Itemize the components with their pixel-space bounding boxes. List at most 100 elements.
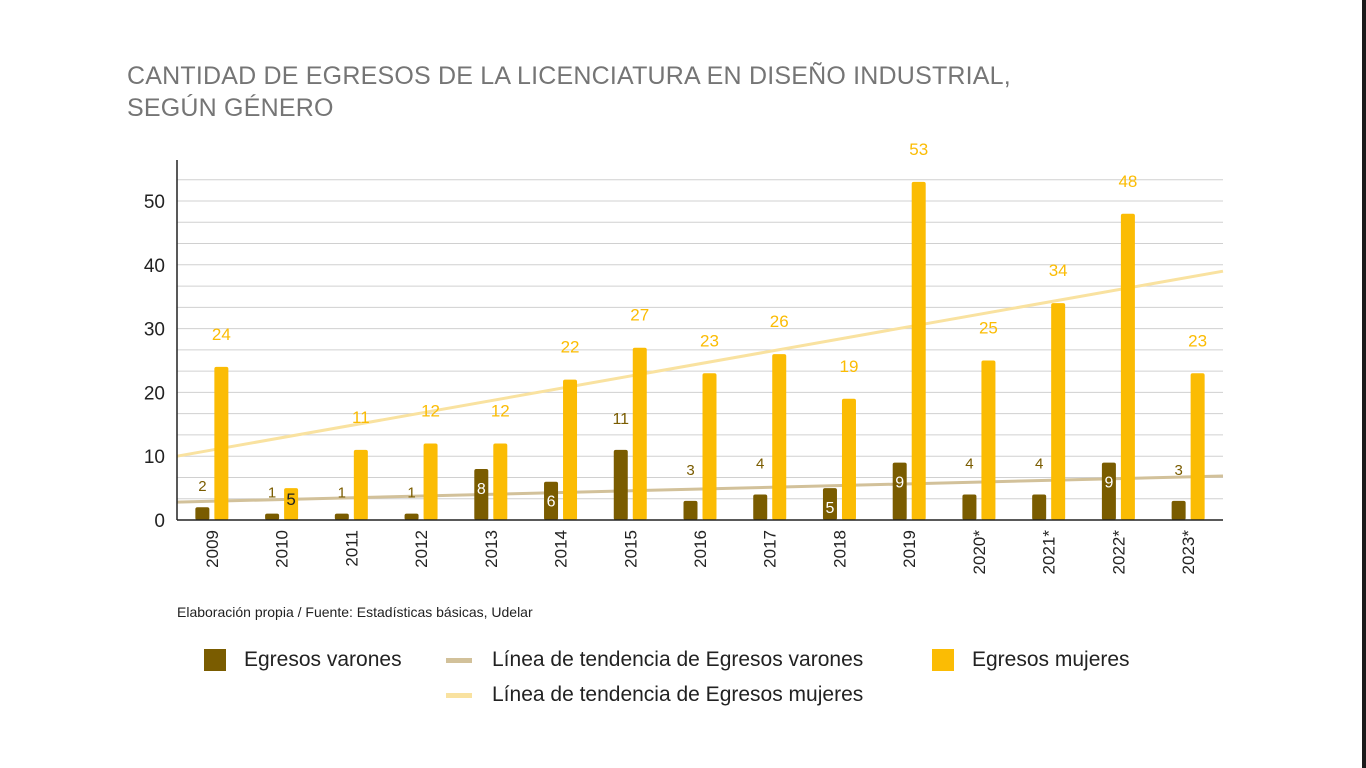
trend-line-varones [176,474,1224,504]
bar-mujeres-2019 [911,181,926,521]
bar-mujeres-2020 [981,360,996,520]
bar-mujeres-2009 [214,366,229,520]
data-label-mujeres-2012: 12 [421,401,440,420]
bar-varones-2010 [265,513,280,520]
y-tick-label: 0 [154,511,165,532]
bar-mujeres-2011 [353,449,368,520]
data-label-mujeres-2023: 23 [1188,331,1207,350]
data-label-mujeres-2015: 27 [630,306,649,325]
bar-mujeres-2010 [284,488,299,520]
data-label-varones-2016: 3 [686,462,694,479]
bar-varones-2020 [962,494,977,520]
gridlines [177,179,1223,500]
y-tick-label: 30 [144,320,165,341]
bar-varones-2012 [404,513,419,520]
legend-label-trend-mujeres: Línea de tendencia de Egresos mujeres [492,683,864,706]
data-label-mujeres-2022: 48 [1118,172,1137,191]
x-tick-label-2020: 2020* [970,530,989,575]
trend-lines [176,269,1224,504]
bar-varones-2017 [753,494,768,520]
data-label-varones-2009: 2 [198,478,206,495]
bar-varones-2011 [334,513,349,520]
chart-title-line-2: SEGÚN GÉNERO [127,94,334,122]
bar-mujeres-2015 [632,347,647,520]
axes: 0 10 20 30 40 50 2009 2010 2011 2012 2013 2014 2015 2… [144,160,1223,574]
data-label-varones-2021: 4 [1035,455,1043,472]
data-label-varones-2017: 4 [756,455,764,472]
y-tick-label: 10 [144,447,165,468]
x-tick-label-2010: 2010 [273,530,292,568]
chart-title: CANTIDAD DE EGRESOS DE LA LICENCIATURA E… [127,60,1011,124]
data-label-mujeres-2009: 24 [212,325,231,344]
y-tick-label: 50 [144,192,165,213]
x-tick-label-2022: 2022* [1109,530,1128,575]
legend-label-mujeres: Egresos mujeres [972,648,1130,671]
legend-item-trend-varones: Línea de tendencia de Egresos varones [446,648,863,672]
bar-varones-2009 [195,507,210,520]
window-edge [1362,0,1366,768]
legend-swatch-mujeres [932,649,954,671]
data-label-mujeres-2018: 19 [840,357,859,376]
data-label-mujeres-2014: 22 [561,338,580,357]
data-label-mujeres-2013: 12 [491,401,510,420]
legend-swatch-trend-varones [446,657,472,663]
x-tick-label-2023: 2023* [1179,530,1198,575]
bar-mujeres-2018 [841,398,856,520]
data-label-mujeres-2011: 11 [352,408,370,427]
bar-varones-2021 [1032,494,1047,520]
legend-item-trend-mujeres: Línea de tendencia de Egresos mujeres [446,683,863,707]
data-label-varones-2018: 5 [826,500,835,517]
x-tick-label-2012: 2012 [412,530,431,568]
data-label-varones-2015: 11 [612,411,629,428]
data-label-mujeres-2016: 23 [700,331,719,350]
data-label-varones-2022: 9 [1104,475,1113,492]
source-note: Elaboración propia / Fuente: Estadística… [177,604,533,620]
bar-mujeres-2012 [423,443,438,520]
chart-title-line-1: CANTIDAD DE EGRESOS DE LA LICENCIATURA E… [127,62,1011,90]
bar-mujeres-2023 [1190,373,1205,520]
data-label-varones-2013: 8 [477,481,486,498]
x-tick-label-2011: 2011 [342,530,361,567]
legend-label-trend-varones: Línea de tendencia de Egresos varones [492,648,864,671]
x-tick-label-2018: 2018 [830,530,849,568]
y-tick-label: 20 [144,383,165,404]
x-tick-label-2009: 2009 [203,530,222,568]
x-tick-label-2019: 2019 [900,530,919,568]
y-tick-label: 40 [144,256,165,277]
bar-varones-2019 [892,462,907,520]
data-label-varones-2020: 4 [965,455,973,472]
legend-swatch-varones [204,649,226,671]
x-tick-label-2014: 2014 [552,530,571,568]
bar-mujeres-2022 [1120,213,1135,520]
bar-varones-2013 [474,468,489,520]
legend-item-mujeres: Egresos mujeres [932,648,1130,672]
data-label-mujeres-2019: 53 [909,140,928,159]
bar-mujeres-2017 [772,354,787,520]
data-label-varones-2011: 1 [338,485,346,502]
bar-mujeres-2013 [493,443,508,520]
data-label-mujeres-2020: 25 [979,319,998,338]
data-label-mujeres-2010: 5 [286,490,295,509]
data-label-mujeres-2017: 26 [770,312,789,331]
bar-mujeres-2021 [1051,303,1066,520]
x-tick-label-2016: 2016 [691,530,710,568]
data-label-varones-2023: 3 [1174,462,1182,479]
data-label-varones-2012: 1 [407,485,415,502]
bar-varones-2016 [683,500,698,520]
x-tick-label-2021: 2021* [1040,530,1059,575]
trend-line-mujeres [176,269,1224,458]
legend-item-varones: Egresos varones [204,648,402,672]
legend-swatch-trend-mujeres [446,692,472,698]
bar-varones-2018 [822,488,837,520]
bar-mujeres-2016 [702,373,717,520]
data-label-varones-2014: 6 [547,494,556,511]
x-tick-label-2017: 2017 [761,530,780,568]
x-tick-label-2013: 2013 [482,530,501,568]
bar-varones-2022 [1101,462,1116,520]
bars [195,181,1205,521]
bar-varones-2014 [544,481,559,520]
data-label-varones-2019: 9 [895,475,904,492]
data-label-varones-2010: 1 [268,485,276,502]
